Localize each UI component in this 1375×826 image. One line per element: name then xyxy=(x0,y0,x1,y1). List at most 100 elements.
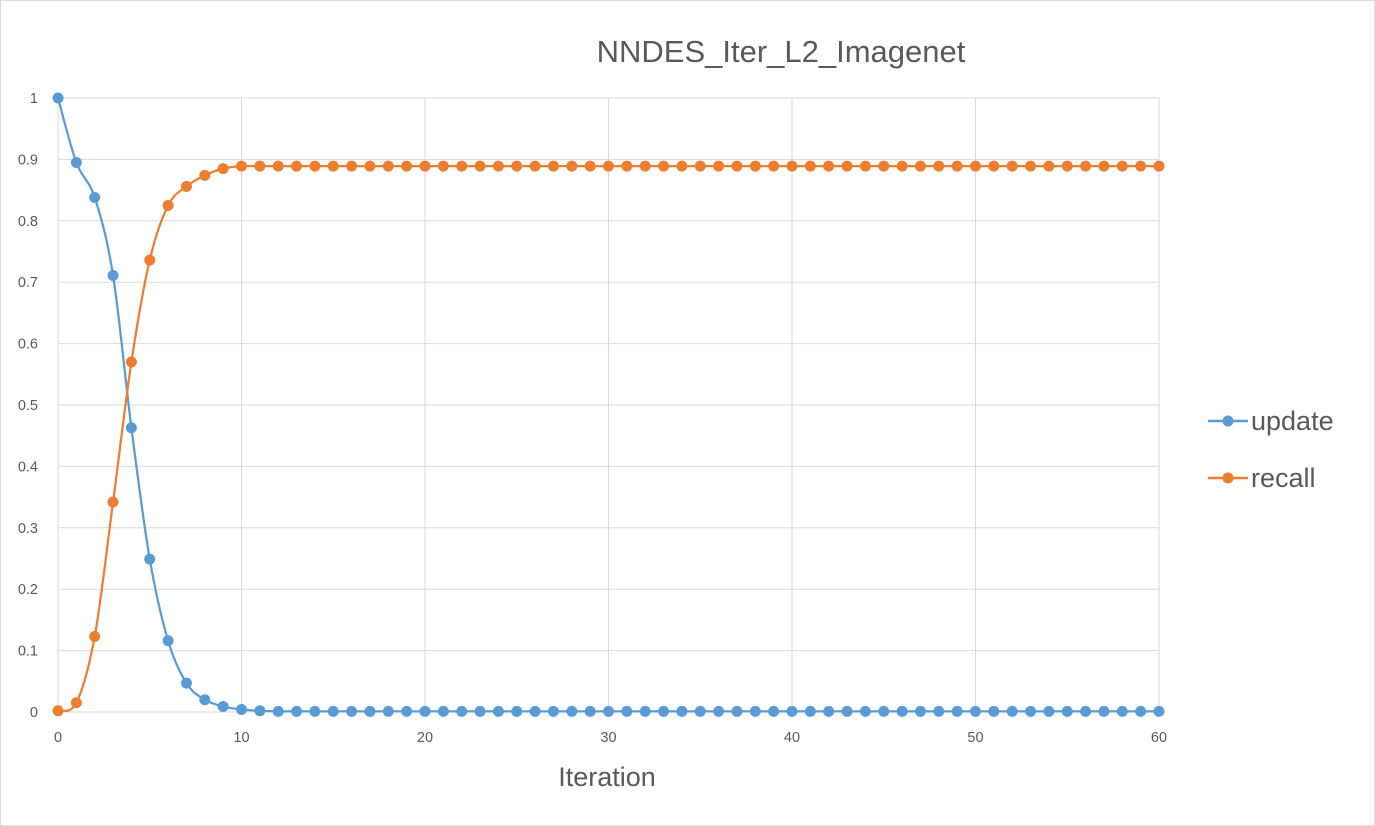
data-point-recall xyxy=(70,697,82,709)
y-tick-label: 0.8 xyxy=(18,214,38,230)
data-point-update xyxy=(180,677,192,689)
data-point-update xyxy=(437,705,449,717)
data-point-update xyxy=(841,705,853,717)
data-point-recall xyxy=(786,160,798,172)
data-point-recall xyxy=(309,160,321,172)
data-point-recall xyxy=(823,160,835,172)
data-point-recall xyxy=(52,705,64,717)
data-point-update xyxy=(327,705,339,717)
data-point-update xyxy=(933,705,945,717)
data-point-recall xyxy=(859,160,871,172)
data-point-recall xyxy=(914,160,926,172)
data-point-update xyxy=(236,704,247,716)
data-point-update xyxy=(474,705,486,717)
data-point-update xyxy=(1116,705,1128,717)
series-layer xyxy=(52,92,1165,717)
grid xyxy=(57,97,1160,713)
x-tick-label: 30 xyxy=(600,730,616,746)
legend-item-update: update xyxy=(1208,406,1334,436)
data-point-recall xyxy=(749,160,761,172)
legend-label-update: update xyxy=(1251,406,1334,436)
data-point-update xyxy=(291,705,303,717)
y-tick-label: 0.9 xyxy=(18,152,38,168)
data-point-update xyxy=(529,705,541,717)
data-point-update xyxy=(1061,705,1073,717)
data-point-recall xyxy=(401,160,413,172)
data-point-update xyxy=(658,705,670,717)
data-point-recall xyxy=(199,169,211,181)
data-point-recall xyxy=(566,160,578,172)
data-point-update xyxy=(1025,705,1037,717)
data-point-update xyxy=(1153,705,1165,717)
data-point-update xyxy=(1043,705,1055,717)
data-point-recall xyxy=(658,160,670,172)
x-axis-label: Iteration xyxy=(558,762,656,792)
data-point-recall xyxy=(1080,160,1092,172)
data-point-update xyxy=(878,705,890,717)
data-point-recall xyxy=(511,160,523,172)
data-point-recall xyxy=(346,160,358,172)
data-point-recall xyxy=(437,160,449,172)
data-point-update xyxy=(804,705,816,717)
series-recall xyxy=(52,160,1165,717)
y-tick-label: 1 xyxy=(30,91,38,107)
data-point-update xyxy=(1135,705,1147,717)
data-point-recall xyxy=(621,160,633,172)
data-point-update xyxy=(547,705,559,717)
data-point-update xyxy=(749,705,761,717)
y-tick-label: 0.6 xyxy=(18,337,38,353)
data-point-update xyxy=(89,191,101,203)
y-tick-label: 0.7 xyxy=(18,275,38,291)
data-point-update xyxy=(584,705,596,717)
data-point-update xyxy=(896,705,908,717)
data-point-recall xyxy=(364,160,376,172)
data-point-update xyxy=(713,705,725,717)
legend-item-recall: recall xyxy=(1208,463,1316,493)
data-point-recall xyxy=(713,160,725,172)
data-point-update xyxy=(859,705,871,717)
legend-marker-update xyxy=(1222,415,1234,427)
data-point-recall xyxy=(419,160,431,172)
data-point-update xyxy=(162,635,174,647)
data-point-recall xyxy=(603,160,614,172)
legend-label-recall: recall xyxy=(1251,463,1316,493)
data-point-update xyxy=(419,705,431,717)
y-tick-label: 0.3 xyxy=(18,521,38,537)
legend-marker-recall xyxy=(1222,472,1234,484)
y-tick-label: 0.4 xyxy=(18,459,38,475)
data-point-recall xyxy=(89,630,101,642)
data-point-update xyxy=(492,705,504,717)
data-point-recall xyxy=(547,160,559,172)
data-point-recall xyxy=(254,160,266,172)
data-point-recall xyxy=(988,160,1000,172)
data-point-update xyxy=(1006,705,1018,717)
data-point-recall xyxy=(1043,160,1055,172)
data-point-recall xyxy=(731,160,743,172)
data-point-update xyxy=(52,92,64,104)
data-point-recall xyxy=(272,160,284,172)
data-point-recall xyxy=(291,160,303,172)
data-point-recall xyxy=(639,160,651,172)
data-point-update xyxy=(566,705,578,717)
data-point-update xyxy=(676,705,688,717)
data-point-update xyxy=(199,694,211,706)
data-point-update xyxy=(217,700,229,712)
data-point-update xyxy=(70,156,82,168)
x-tick-label: 50 xyxy=(967,730,983,746)
data-point-update xyxy=(456,705,468,717)
data-point-recall xyxy=(382,160,394,172)
y-tick-label: 0.5 xyxy=(18,398,38,414)
x-tick-label: 40 xyxy=(784,730,800,746)
data-point-update xyxy=(639,705,651,717)
series-update xyxy=(52,92,1165,717)
data-point-recall xyxy=(125,356,137,368)
data-point-recall xyxy=(236,160,247,172)
data-point-recall xyxy=(107,496,119,508)
data-point-recall xyxy=(676,160,688,172)
data-point-recall xyxy=(144,254,156,266)
data-point-recall xyxy=(1061,160,1073,172)
data-point-recall xyxy=(694,160,706,172)
data-point-recall xyxy=(492,160,504,172)
